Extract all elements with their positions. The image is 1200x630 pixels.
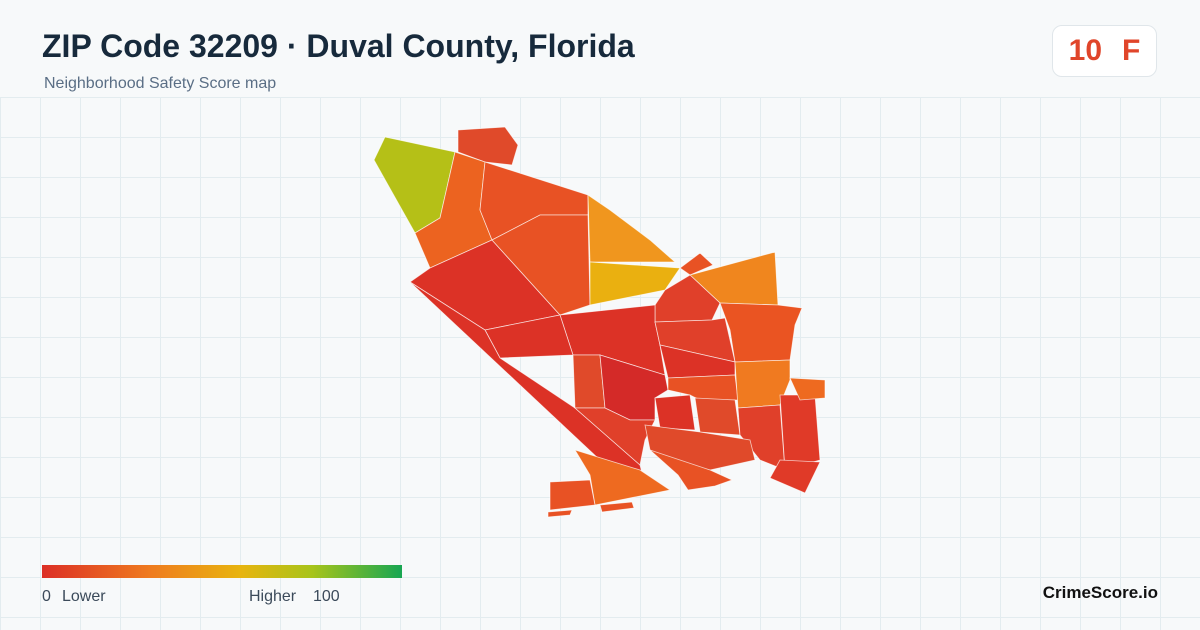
region (649, 449, 734, 491)
title: ZIP Code 32209 · Duval County, Florida (42, 28, 635, 64)
region (769, 459, 821, 494)
legend-gradient (42, 565, 402, 578)
region (599, 501, 635, 513)
score-value: 10 (1068, 34, 1103, 67)
region (779, 394, 821, 471)
score-grade: F (1122, 34, 1141, 67)
region (679, 252, 714, 276)
region (694, 397, 741, 436)
region (572, 354, 606, 409)
subtitle: Neighborhood Safety Score map (44, 75, 277, 92)
legend-min: 0 (42, 588, 51, 605)
region (654, 394, 696, 431)
legend-max: 100 (313, 588, 340, 605)
brand: CrimeScore.io (1042, 583, 1158, 602)
region (547, 509, 573, 518)
legend-min-label: Lower (62, 588, 106, 605)
region (457, 126, 519, 166)
map-regions (373, 126, 826, 518)
region (587, 194, 677, 263)
region (549, 479, 596, 511)
legend-max-label: Higher (249, 588, 297, 605)
region (734, 359, 791, 409)
region (719, 302, 803, 363)
region (737, 404, 786, 471)
score-badge: 10 F (1052, 25, 1157, 77)
region (789, 377, 826, 401)
region (491, 214, 591, 316)
region (574, 449, 672, 506)
region (573, 407, 656, 466)
